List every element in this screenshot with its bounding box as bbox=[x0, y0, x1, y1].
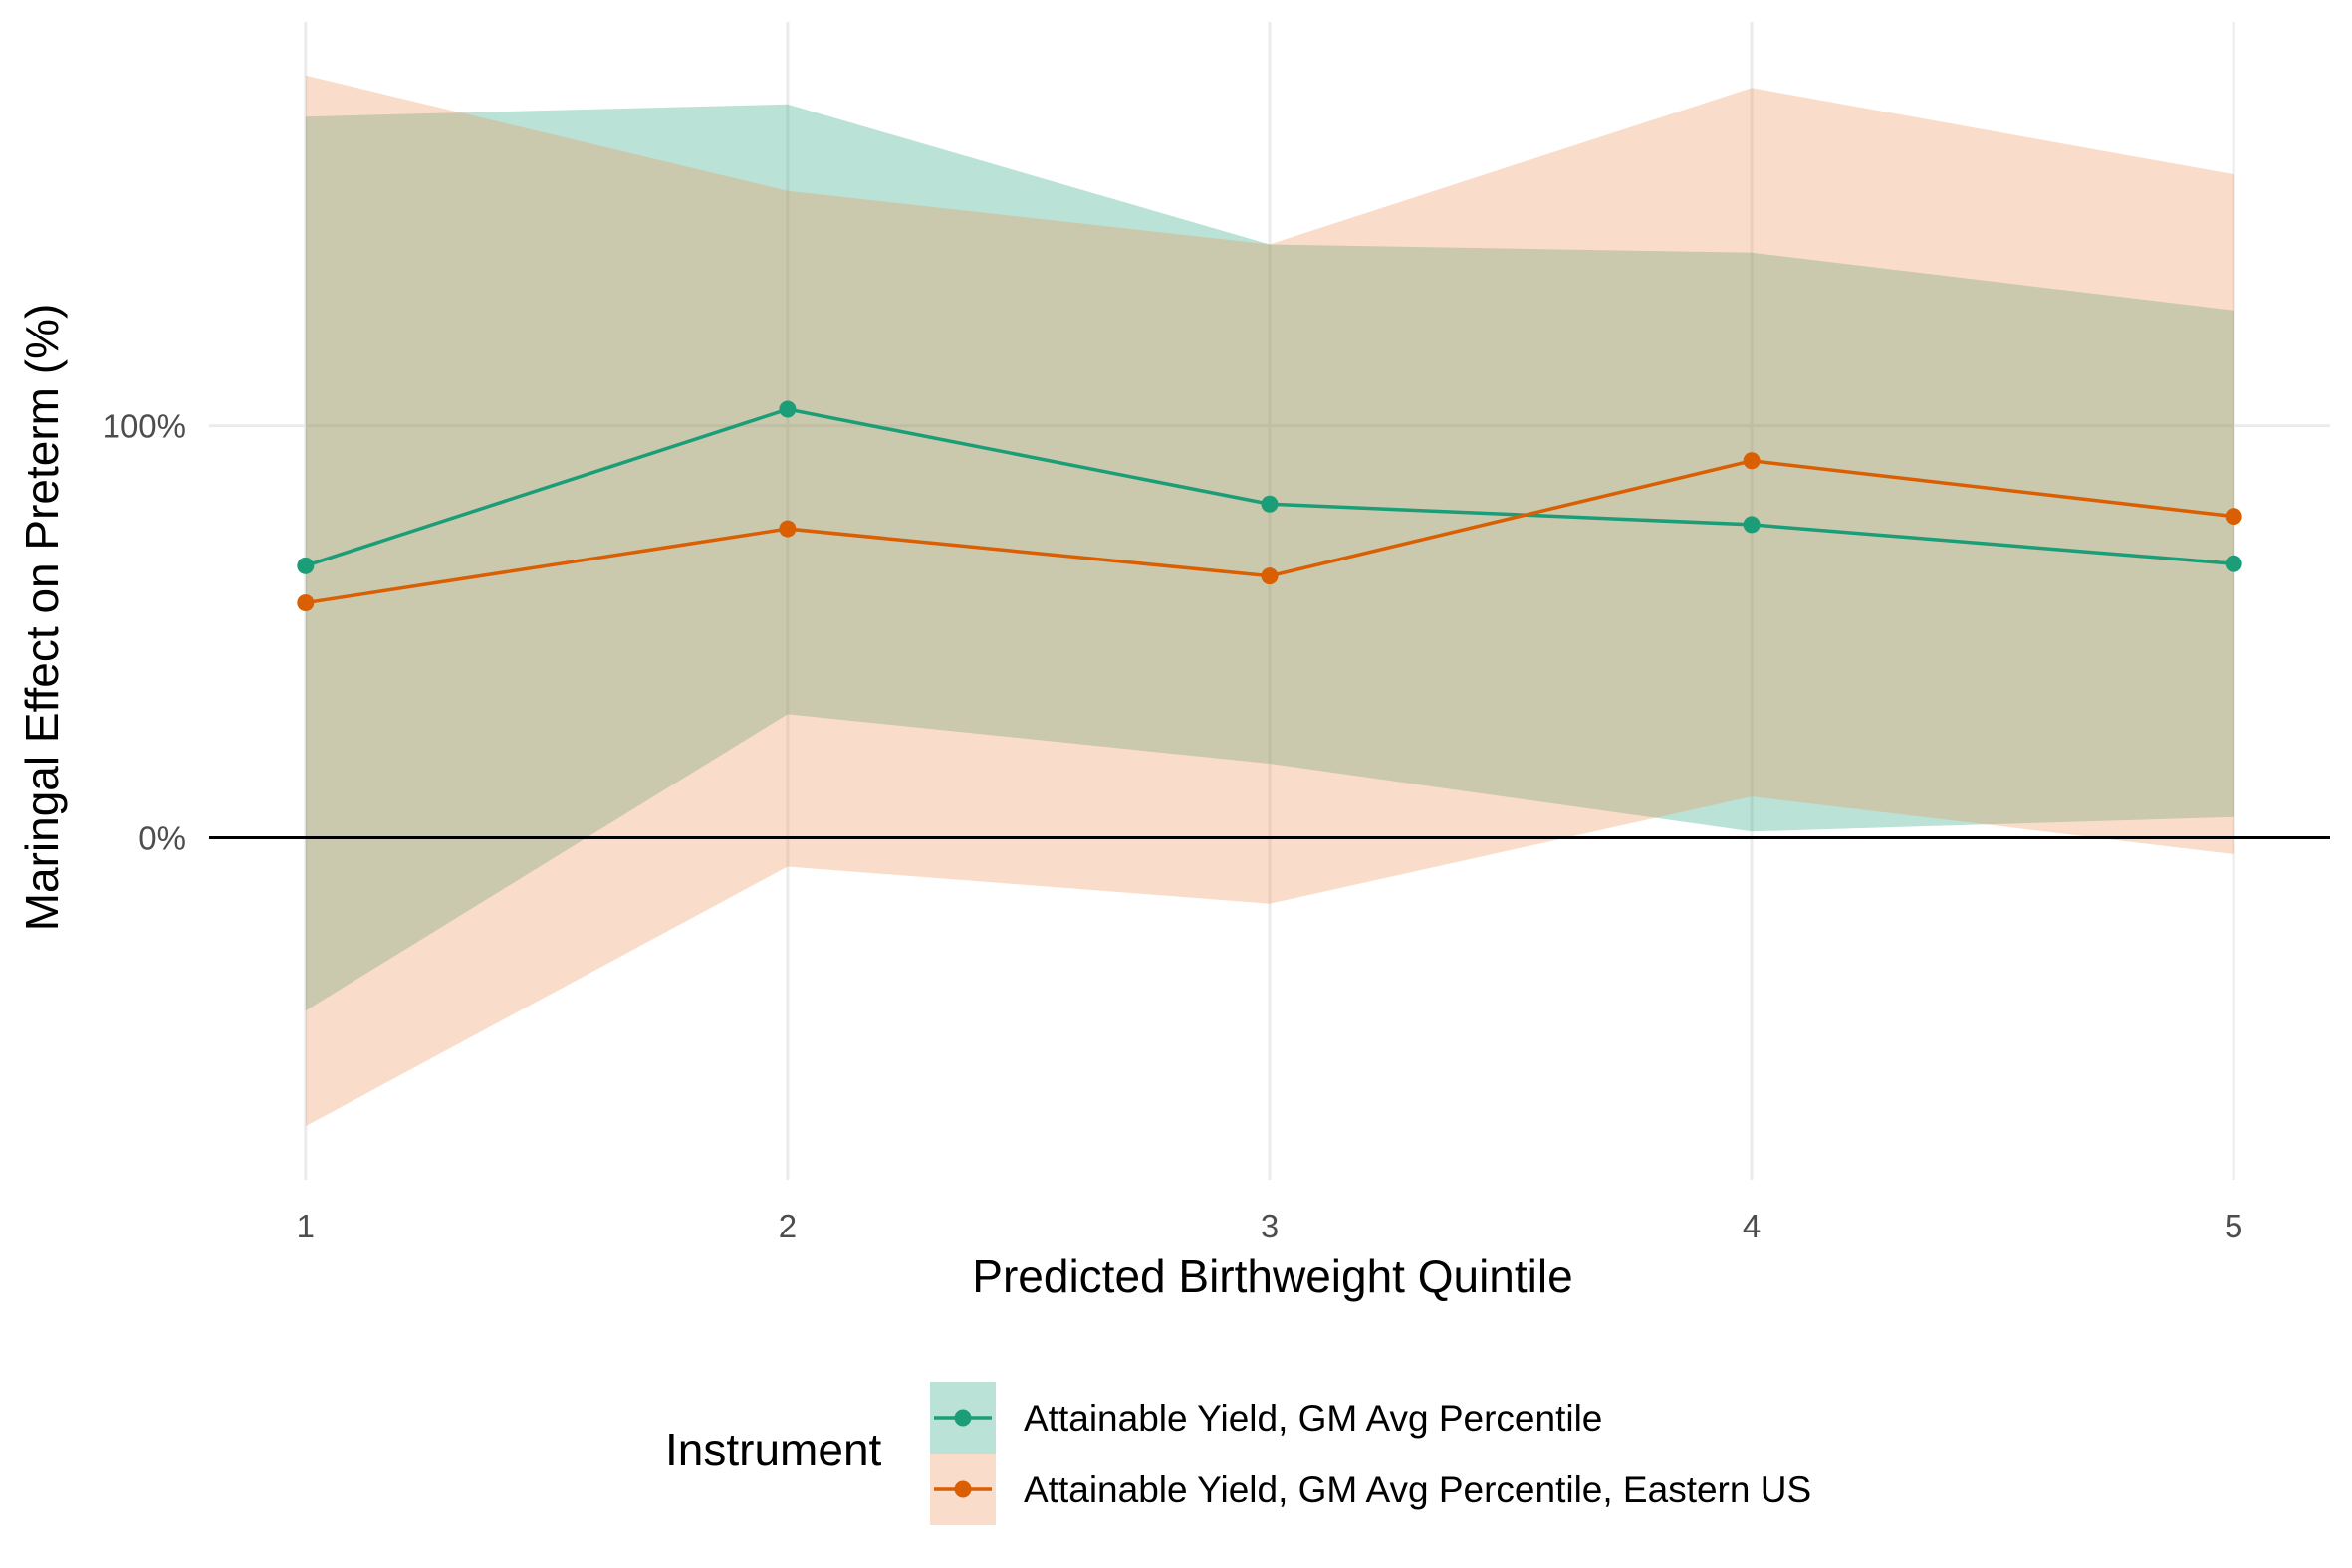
data-point bbox=[297, 594, 315, 612]
series-points bbox=[297, 400, 2242, 612]
y-tick-label: 0% bbox=[138, 819, 186, 856]
data-point bbox=[1261, 567, 1279, 585]
data-point bbox=[1743, 516, 1761, 534]
axis-ticks: 1 2 3 4 5 0% 100% bbox=[103, 408, 2243, 1244]
confidence-band-2 bbox=[305, 75, 2234, 1127]
data-point bbox=[779, 520, 797, 538]
x-tick-label: 1 bbox=[297, 1208, 315, 1244]
confidence-bands bbox=[305, 75, 2234, 1127]
x-tick-label: 2 bbox=[779, 1208, 797, 1244]
legend-key-2 bbox=[930, 1454, 996, 1525]
y-tick-label: 100% bbox=[103, 408, 186, 445]
legend-label-2: Attainable Yield, GM Avg Percentile, Eas… bbox=[1024, 1469, 1811, 1510]
x-tick-label: 4 bbox=[1743, 1208, 1761, 1244]
x-axis-title: Predicted Birthweight Quintile bbox=[972, 1250, 1572, 1302]
confidence-band-1 bbox=[305, 104, 2234, 1011]
legend-key-point bbox=[954, 1409, 972, 1427]
data-point bbox=[2225, 508, 2242, 526]
data-point bbox=[1261, 495, 1279, 513]
x-tick-label: 5 bbox=[2225, 1208, 2242, 1244]
data-point bbox=[297, 557, 315, 574]
data-point bbox=[2225, 555, 2242, 572]
legend-label-1: Attainable Yield, GM Avg Percentile bbox=[1024, 1398, 1602, 1439]
legend-title: Instrument bbox=[665, 1424, 882, 1475]
legend: Instrument Attainable Yield, GM Avg Perc… bbox=[665, 1382, 1811, 1525]
x-tick-label: 3 bbox=[1261, 1208, 1279, 1244]
y-axis-title: Maringal Effect on Preterm (%) bbox=[16, 304, 68, 932]
data-point bbox=[1743, 452, 1761, 470]
legend-key-point bbox=[954, 1480, 972, 1498]
legend-key-1 bbox=[930, 1382, 996, 1454]
data-point bbox=[779, 400, 797, 418]
